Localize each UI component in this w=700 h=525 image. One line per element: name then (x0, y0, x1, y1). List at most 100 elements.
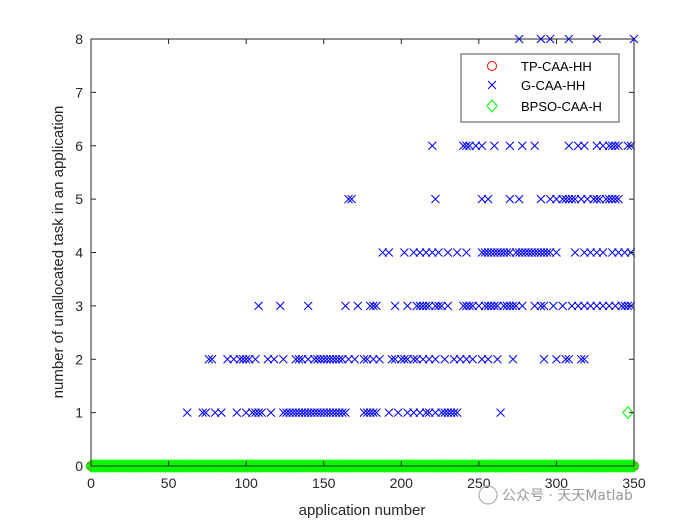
g-caa-hh-point (437, 301, 446, 311)
legend-marker-x (487, 80, 497, 90)
g-caa-hh-point (403, 408, 412, 417)
g-caa-hh-point (604, 194, 614, 204)
g-caa-hh-point (244, 354, 254, 364)
g-caa-hh-point (362, 408, 372, 417)
g-caa-hh-point (620, 301, 630, 311)
g-caa-hh-point (552, 354, 561, 364)
g-caa-hh-point (511, 248, 521, 257)
g-caa-hh-point (468, 301, 478, 311)
g-caa-hh-point (611, 141, 620, 151)
g-caa-hh-point (552, 248, 561, 257)
g-caa-hh-point (598, 301, 608, 311)
g-caa-hh-point (440, 354, 450, 364)
g-caa-hh-point (480, 248, 490, 257)
g-caa-hh-point (564, 141, 574, 151)
bpso-caa-h-point (622, 405, 634, 420)
g-caa-hh-point (496, 248, 505, 257)
g-caa-hh-point (570, 194, 580, 204)
g-caa-hh-point (483, 354, 493, 364)
g-caa-hh-point (462, 141, 471, 151)
g-caa-hh-point (325, 354, 335, 364)
g-caa-hh-point (316, 354, 325, 364)
g-caa-hh-point (310, 408, 319, 417)
g-caa-hh-point (452, 248, 462, 257)
g-caa-hh-point (570, 248, 580, 257)
g-caa-hh-point (468, 354, 478, 364)
g-caa-hh-point (431, 354, 440, 364)
g-caa-hh-point (477, 354, 487, 364)
g-caa-hh-point (254, 408, 263, 417)
g-caa-hh-point (483, 248, 493, 257)
g-caa-hh-point (576, 354, 586, 364)
g-caa-hh-point (545, 194, 555, 204)
g-caa-hh-point (210, 408, 220, 417)
g-caa-hh-point (552, 194, 561, 204)
g-caa-hh-point (508, 301, 518, 311)
g-caa-hh-point (483, 301, 493, 311)
g-caa-hh-point (325, 408, 335, 417)
g-caa-hh-point (263, 354, 273, 364)
g-caa-hh-point (446, 408, 456, 417)
g-caa-hh-point (586, 301, 595, 311)
g-caa-hh-point (508, 354, 518, 364)
x-tick-label: 150 (312, 475, 336, 491)
g-caa-hh-point (303, 408, 313, 417)
bpso-caa-h-point (626, 459, 639, 473)
g-caa-hh-point (592, 141, 602, 151)
g-caa-hh-point (341, 301, 350, 311)
g-caa-hh-point (493, 248, 502, 257)
g-caa-hh-point (362, 354, 372, 364)
y-tick-label: 6 (75, 138, 83, 154)
g-caa-hh-point (353, 301, 363, 311)
g-caa-hh-point (384, 408, 394, 417)
g-caa-hh-point (539, 248, 549, 257)
g-caa-hh-point (545, 248, 555, 257)
g-caa-hh-point (607, 248, 617, 257)
g-caa-hh-point (443, 248, 453, 257)
g-caa-hh-point (611, 194, 620, 204)
g-caa-hh-point (567, 194, 577, 204)
g-caa-hh-point (455, 354, 465, 364)
g-caa-hh-point (415, 408, 425, 417)
g-caa-hh-point (424, 301, 434, 311)
g-caa-hh-point (254, 301, 263, 311)
g-caa-hh-point (511, 301, 521, 311)
g-caa-hh-point (390, 354, 400, 364)
g-caa-hh-point (393, 408, 403, 417)
g-caa-hh-point (611, 301, 620, 311)
g-caa-hh-point (316, 408, 325, 417)
g-caa-hh-point (400, 354, 409, 364)
g-caa-hh-point (592, 248, 602, 257)
g-caa-hh-point (198, 408, 208, 417)
g-caa-hh-point (505, 194, 515, 204)
x-axis-label: application number (299, 502, 426, 519)
g-caa-hh-point (561, 354, 571, 364)
g-caa-hh-point (266, 408, 276, 417)
x-tick-label: 50 (161, 475, 177, 491)
g-caa-hh-point (303, 301, 313, 311)
g-caa-hh-point (517, 301, 527, 311)
g-caa-hh-point (496, 408, 505, 417)
g-caa-hh-point (561, 194, 571, 204)
legend-label-tp-caa-hh: TP-CAA-HH (521, 59, 592, 74)
g-caa-hh-point (269, 354, 279, 364)
g-caa-hh-point (440, 408, 450, 417)
g-caa-hh-point (313, 408, 322, 417)
g-caa-hh-point (279, 354, 288, 364)
g-caa-hh-point (462, 301, 471, 311)
g-caa-hh-point (483, 194, 493, 204)
x-tick-label: 100 (234, 475, 258, 491)
g-caa-hh-point (331, 408, 341, 417)
g-caa-hh-point (232, 408, 242, 417)
g-caa-hh-point (614, 141, 623, 151)
g-caa-hh-point (247, 408, 257, 417)
g-caa-hh-point (505, 248, 515, 257)
g-caa-hh-point (490, 301, 499, 311)
g-caa-hh-point (533, 248, 543, 257)
g-caa-hh-point (586, 248, 595, 257)
g-caa-hh-point (539, 301, 549, 311)
g-caa-hh-point (291, 408, 301, 417)
g-caa-hh-point (390, 301, 400, 311)
g-caa-hh-point (372, 408, 381, 417)
